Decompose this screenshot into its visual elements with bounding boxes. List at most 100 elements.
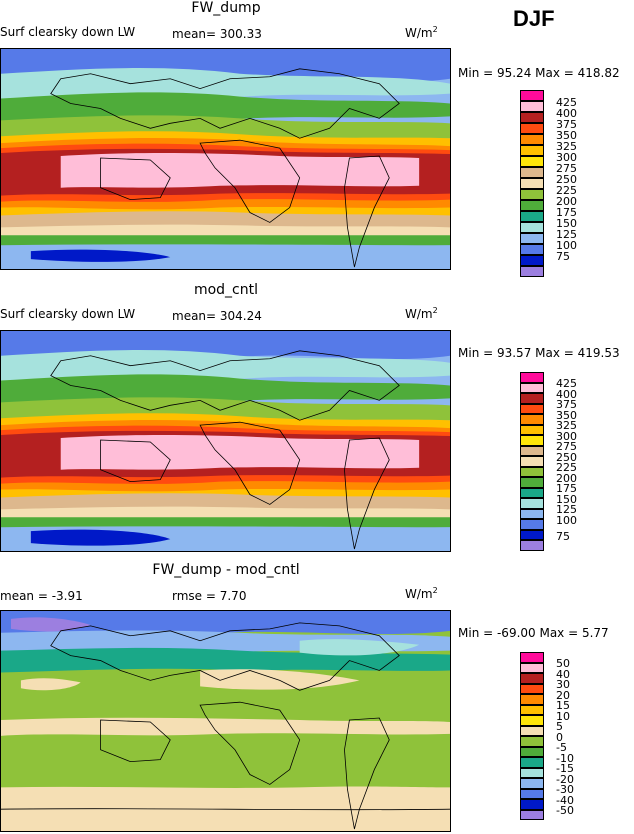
- panel2-minmax: Min = 93.57 Max = 419.53: [458, 346, 620, 360]
- panel2-tick-label: 375: [556, 398, 577, 411]
- panel1-color-15: [520, 255, 544, 266]
- panel1-map: [0, 48, 451, 270]
- panel2-tick-label: 175: [556, 482, 577, 495]
- panel2-color-15: [520, 529, 544, 540]
- panel2-color-12: [520, 498, 544, 509]
- panel3-tick-label: 20: [556, 689, 570, 702]
- panel2-tick-label: 225: [556, 461, 577, 474]
- panel3-color-9: [520, 746, 544, 757]
- panel2-tick-label: 300: [556, 430, 577, 443]
- panel3-color-11: [520, 767, 544, 778]
- panel2-tick-label: 325: [556, 419, 577, 432]
- panel1-tick-label: 250: [556, 173, 577, 186]
- panel1-tick-label: 375: [556, 118, 577, 131]
- season-label: DJF: [513, 6, 555, 31]
- panel2-units: W/m2: [405, 306, 438, 321]
- panel2-tick-label: 150: [556, 493, 577, 506]
- panel3-color-7: [520, 725, 544, 736]
- panel3-color-1: [520, 662, 544, 673]
- panel1-color-2: [520, 112, 544, 123]
- panel2-color-8: [520, 456, 544, 467]
- panel3-rmse: rmse = 7.70: [172, 589, 247, 603]
- panel2-color-2: [520, 393, 544, 404]
- panel3-tick-label: -50: [556, 804, 574, 817]
- panel1-color-6: [520, 156, 544, 167]
- panel3-color-5: [520, 704, 544, 715]
- panel1-tick-label: 350: [556, 129, 577, 142]
- panel3-tick-label: 40: [556, 668, 570, 681]
- panel2-tick-label: 125: [556, 503, 577, 516]
- panel2-tick-label: 425: [556, 377, 577, 390]
- panel3-minmax: Min = -69.00 Max = 5.77: [458, 626, 609, 640]
- panel2-color-5: [520, 424, 544, 435]
- panel3-map: [0, 610, 451, 832]
- panel2-title: mod_cntl: [193, 282, 259, 298]
- panel2-color-0: [520, 372, 544, 383]
- panel1-tick-label: 150: [556, 217, 577, 230]
- panel1-color-0: [520, 90, 544, 101]
- panel3-units: W/m2: [405, 586, 438, 601]
- panel1-mean: mean= 300.33: [172, 27, 262, 41]
- panel2-color-10: [520, 477, 544, 488]
- panel3-color-12: [520, 778, 544, 789]
- panel1-color-5: [520, 145, 544, 156]
- panel3-color-10: [520, 757, 544, 768]
- panel3-color-2: [520, 673, 544, 684]
- panel1-tick-label: 275: [556, 162, 577, 175]
- panel3-tick-label: -5: [556, 741, 567, 754]
- panel2-color-9: [520, 466, 544, 477]
- panel1-tick-label: 125: [556, 228, 577, 241]
- panel2-color-13: [520, 508, 544, 519]
- panel3-tick-label: 5: [556, 720, 563, 733]
- panel2-tick-label: 350: [556, 409, 577, 422]
- panel3-color-14: [520, 799, 544, 810]
- panel1-color-11: [520, 211, 544, 222]
- panel3-color-0: [520, 652, 544, 663]
- panel1-variable-label: Surf clearsky down LW: [0, 25, 136, 39]
- panel3-color-8: [520, 736, 544, 747]
- panel3-color-4: [520, 694, 544, 705]
- panel1-tick-label: 175: [556, 206, 577, 219]
- panel3-tick-label: -10: [556, 752, 574, 765]
- panel1-color-7: [520, 167, 544, 178]
- panel2-tick-label: 275: [556, 440, 577, 453]
- panel2-tick-label: 75: [556, 530, 570, 543]
- panel2-tick-label: 100: [556, 514, 577, 527]
- panel2-tick-label: 400: [556, 388, 577, 401]
- panel1-tick-label: 100: [556, 239, 577, 252]
- panel1-color-1: [520, 101, 544, 112]
- panel3-tick-label: 0: [556, 731, 563, 744]
- panel3-color-13: [520, 788, 544, 799]
- panel2-color-16: [520, 540, 544, 551]
- panel2-mean: mean= 304.24: [172, 309, 262, 323]
- panel1-color-8: [520, 178, 544, 189]
- panel1-tick-label: 200: [556, 195, 577, 208]
- panel2-color-1: [520, 382, 544, 393]
- panel3-tick-label: -30: [556, 783, 574, 796]
- panel2-map: [0, 330, 451, 552]
- panel1-units: W/m2: [405, 25, 438, 40]
- panel1-color-3: [520, 123, 544, 134]
- panel2-color-14: [520, 519, 544, 530]
- panel3-tick-label: 30: [556, 678, 570, 691]
- panel1-tick-label: 300: [556, 151, 577, 164]
- panel2-color-4: [520, 414, 544, 425]
- panel1-minmax: Min = 95.24 Max = 418.82: [458, 66, 620, 80]
- panel2-color-11: [520, 487, 544, 498]
- panel3-color-3: [520, 683, 544, 694]
- panel1-tick-label: 425: [556, 96, 577, 109]
- panel3-color-6: [520, 715, 544, 726]
- panel3-title: FW_dump - mod_cntl: [152, 562, 300, 578]
- panel2-color-7: [520, 445, 544, 456]
- panel3-tick-label: 50: [556, 657, 570, 670]
- panel3-tick-label: -15: [556, 762, 574, 775]
- panel3-tick-label: 10: [556, 710, 570, 723]
- panel1-color-16: [520, 266, 544, 277]
- panel2-tick-label: 200: [556, 472, 577, 485]
- panel2-color-6: [520, 435, 544, 446]
- panel1-tick-label: 400: [556, 107, 577, 120]
- panel1-color-13: [520, 233, 544, 244]
- panel1-color-9: [520, 189, 544, 200]
- panel1-color-10: [520, 200, 544, 211]
- panel3-color-15: [520, 809, 544, 820]
